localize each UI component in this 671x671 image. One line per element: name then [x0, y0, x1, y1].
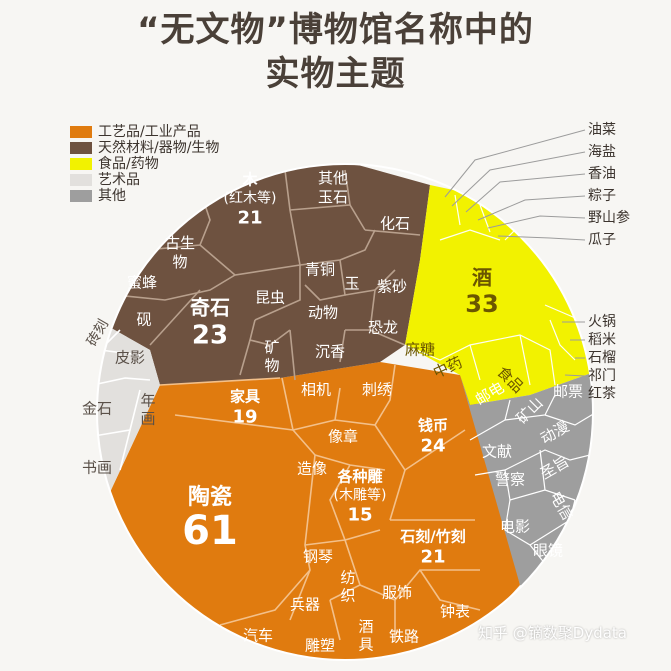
cell-label: 酒	[358, 618, 373, 636]
callout-label: 石榴	[588, 350, 616, 366]
cell-label: 紫砂	[377, 278, 407, 296]
legend-item: 食品/药物	[70, 156, 219, 172]
cell-label: 物	[264, 357, 279, 375]
cell-label: 钟表	[440, 603, 470, 621]
legend-swatch	[70, 158, 92, 170]
cell-label: 物	[172, 253, 187, 271]
cell-label: 具	[358, 636, 373, 654]
cell-label: 金石	[82, 400, 112, 418]
cell-label: 玉	[344, 275, 359, 293]
cell-label: 铁路	[389, 628, 419, 646]
cell-label: 警察	[495, 471, 525, 489]
cell-value: 61	[182, 508, 238, 554]
chart-outline	[96, 163, 594, 661]
cell-label: 古生	[165, 234, 195, 252]
cell-label: 麻糖	[405, 341, 435, 359]
cell-label: 动物	[308, 304, 338, 322]
watermark: 知乎 @镝数聚Dydata	[478, 624, 627, 642]
cell-label: 年	[140, 392, 155, 410]
cell-label: 陶瓷	[188, 484, 232, 510]
crafts-cell-boundaries	[159, 364, 481, 641]
cell-label: 画	[140, 410, 155, 428]
cell-label: 皮影	[115, 349, 145, 367]
cell-label: 其他	[318, 169, 348, 187]
cell-label: 酒	[472, 266, 492, 290]
callout-label: 稻米	[588, 332, 616, 348]
legend-label: 天然材料/器物/生物	[98, 140, 220, 156]
cell-label: 造像	[297, 460, 327, 478]
callout-label: 香油	[588, 166, 616, 182]
callout-label: 海盐	[588, 144, 616, 160]
callout-label: 瓜子	[588, 232, 616, 248]
legend-item: 工艺品/工业产品	[70, 124, 219, 140]
cell-label: 矿	[264, 339, 279, 357]
cell-label: 沉香	[315, 343, 345, 361]
legend-label: 工艺品/工业产品	[98, 124, 201, 140]
cell-label: 汽车	[243, 627, 273, 645]
cell-label: 木	[241, 171, 258, 189]
callout-label: 火锅	[588, 314, 616, 330]
legend-swatch	[70, 126, 92, 138]
cell-label: 邮票	[553, 383, 583, 401]
cell-label: 昆虫	[255, 289, 285, 307]
cell-label: 眼镜	[533, 542, 563, 560]
cell-label: 恐龙	[368, 319, 398, 337]
cell-label: 刺绣	[362, 381, 392, 399]
cell-label: 像章	[328, 428, 358, 446]
cell-label: 电影	[500, 518, 530, 536]
cell-label: 书画	[82, 459, 112, 477]
legend-swatch	[70, 190, 92, 202]
legend: 工艺品/工业产品 天然材料/器物/生物 食品/药物 艺术品 其他	[70, 124, 219, 204]
legend-label: 艺术品	[98, 172, 140, 188]
legend-label: 其他	[98, 188, 126, 204]
cell-label: 砚	[136, 311, 151, 329]
callout-label: 祁门	[588, 368, 616, 384]
legend-item: 其他	[70, 188, 219, 204]
cell-label: 蜜蜂	[127, 274, 157, 292]
chart-title: “无文物”博物馆名称中的 实物主题	[0, 8, 671, 96]
legend-item: 艺术品	[70, 172, 219, 188]
legend-swatch	[70, 174, 92, 186]
cell-label: 玉石	[318, 188, 348, 206]
cell-value: 21	[420, 547, 445, 568]
callout-leaders	[444, 129, 586, 377]
cell-label: 化石	[380, 215, 410, 233]
callout-label: 粽子	[588, 188, 616, 204]
cell-label: 服饰	[382, 584, 412, 602]
cell-label: 文献	[482, 443, 512, 461]
callout-label: 野山参	[588, 209, 630, 226]
cell-label: 钱币	[418, 417, 448, 435]
cell-value: 19	[232, 407, 257, 428]
cell-label: 纺	[340, 569, 355, 587]
cell-label: 钢琴	[303, 548, 333, 566]
chart-title-line-1: “无文物”博物馆名称中的	[137, 10, 534, 50]
cell-label: 相机	[301, 381, 331, 399]
cell-label: 奇石	[190, 296, 230, 320]
cell-label: 雕塑	[305, 637, 335, 655]
cell-value: 21	[237, 208, 262, 229]
cell-value: 33	[465, 290, 498, 318]
legend-item: 天然材料/器物/生物	[70, 140, 219, 156]
callout-label: 红茶	[588, 386, 616, 402]
chart-title-line-2: 实物主题	[265, 54, 406, 94]
cell-label: 家具	[230, 388, 260, 406]
cell-label: 石刻/竹刻	[399, 528, 465, 546]
cell-label: 青铜	[305, 261, 335, 279]
region-food	[405, 185, 593, 405]
legend-swatch	[70, 142, 92, 154]
callout-label: 油菜	[588, 122, 616, 138]
cell-label: 各种雕	[336, 468, 382, 486]
cell-label: (红木等)	[224, 190, 277, 207]
legend-label: 食品/药物	[98, 156, 159, 172]
cell-label: (木雕等)	[334, 487, 387, 504]
cell-label: 兵器	[290, 596, 320, 614]
other-cell-boundaries	[469, 394, 593, 571]
cell-value: 15	[347, 505, 372, 526]
cell-value: 23	[192, 321, 228, 351]
cell-label: 织	[340, 587, 355, 605]
cell-value: 24	[420, 436, 445, 457]
